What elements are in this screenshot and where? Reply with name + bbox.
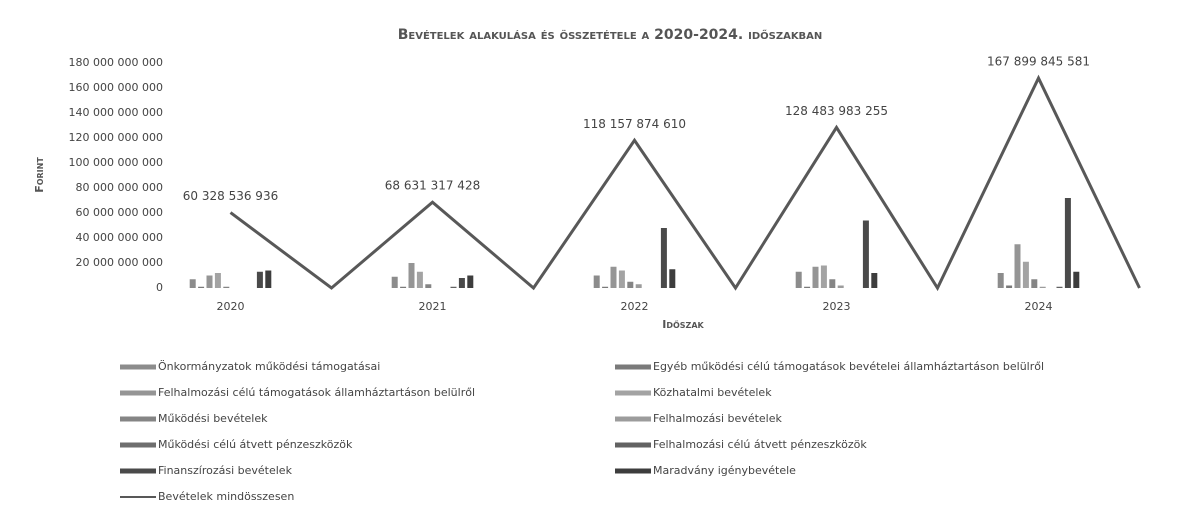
bar: [837, 285, 844, 288]
bar: [1006, 285, 1013, 288]
legend-swatch: [120, 442, 156, 448]
bar: [635, 284, 642, 288]
y-tick-label: 60 000 000 000: [76, 206, 163, 219]
bar: [265, 270, 272, 288]
bar: [416, 271, 423, 288]
legend-label: Maradvány igénybevétele: [653, 464, 796, 477]
bar: [812, 266, 819, 288]
bar: [1031, 279, 1038, 288]
legend-swatch: [120, 468, 156, 474]
bar: [1056, 286, 1063, 288]
legend-swatch: [120, 390, 156, 396]
bar: [189, 279, 196, 288]
y-tick-label: 140 000 000 000: [69, 106, 163, 119]
x-tick-label: 2023: [823, 300, 851, 313]
bar: [408, 263, 415, 288]
bar: [467, 275, 474, 288]
bar: [198, 286, 205, 288]
bar: [871, 273, 878, 288]
legend-label: Önkormányzatok működési támogatásai: [158, 360, 380, 373]
legend-label: Működési célú átvett pénzeszközök: [158, 438, 353, 451]
y-tick-label: 20 000 000 000: [76, 256, 163, 269]
x-tick-label: 2021: [419, 300, 447, 313]
legend-swatch: [615, 390, 651, 396]
bar: [214, 273, 221, 288]
bar: [669, 269, 676, 288]
bar: [618, 270, 625, 288]
y-tick-label: 0: [156, 281, 163, 294]
total-line: [229, 74, 1141, 292]
legend-swatch: [120, 364, 156, 370]
bar: [450, 286, 457, 288]
bar: [862, 220, 869, 288]
legend-label: Felhalmozási célú átvett pénzeszközök: [653, 438, 867, 451]
legend-swatch: [615, 364, 651, 370]
y-tick-label: 40 000 000 000: [76, 231, 163, 244]
y-tick-label: 80 000 000 000: [76, 181, 163, 194]
y-axis-label: Forint: [33, 157, 46, 193]
legend-label: Működési bevételek: [158, 412, 268, 425]
bar: [400, 286, 407, 288]
x-axis-label: Időszak: [662, 318, 704, 331]
legend-swatch: [615, 416, 651, 422]
bar: [1022, 261, 1029, 288]
x-tick-label: 2022: [621, 300, 649, 313]
legend-label: Finanszírozási bevételek: [158, 464, 293, 477]
legend-label: Egyéb működési célú támogatások bevétele…: [653, 360, 1044, 373]
legend-label: Felhalmozási célú támogatások államházta…: [158, 386, 475, 399]
bar: [804, 286, 811, 288]
y-tick-label: 160 000 000 000: [69, 81, 163, 94]
bar: [1014, 244, 1021, 288]
data-label: 68 631 317 428: [385, 179, 480, 193]
legend-swatch: [615, 442, 651, 448]
x-tick-label: 2024: [1025, 300, 1053, 313]
bar: [627, 281, 634, 288]
bar: [602, 286, 609, 288]
bar: [1039, 286, 1046, 288]
data-label: 128 483 983 255: [785, 104, 888, 118]
bar: [425, 284, 432, 288]
data-label: 118 157 874 610: [583, 117, 686, 131]
y-tick-label: 120 000 000 000: [69, 131, 163, 144]
bar: [206, 275, 213, 288]
y-tick-label: 180 000 000 000: [69, 56, 163, 69]
bar: [829, 279, 836, 288]
bar: [593, 275, 600, 288]
bar: [795, 271, 802, 288]
bar: [997, 273, 1004, 288]
data-label: 167 899 845 581: [987, 55, 1090, 69]
legend-label: Bevételek mindösszesen: [158, 490, 294, 503]
bar: [458, 278, 465, 288]
data-label: 60 328 536 936: [183, 189, 278, 203]
chart-title: Bevételek alakulása és összetétele a 202…: [398, 27, 823, 43]
bar: [1064, 198, 1071, 288]
bar: [610, 266, 617, 288]
bar: [256, 271, 263, 288]
legend-swatch: [615, 468, 651, 474]
legend-label: Felhalmozási bevételek: [653, 412, 782, 425]
bar: [660, 228, 667, 288]
bar: [1073, 271, 1080, 288]
bar: [820, 265, 827, 288]
bar: [391, 276, 398, 288]
y-tick-label: 100 000 000 000: [69, 156, 163, 169]
legend-label: Közhatalmi bevételek: [653, 386, 772, 399]
legend-swatch: [120, 416, 156, 422]
x-tick-label: 2020: [217, 300, 245, 313]
bar: [223, 286, 230, 288]
